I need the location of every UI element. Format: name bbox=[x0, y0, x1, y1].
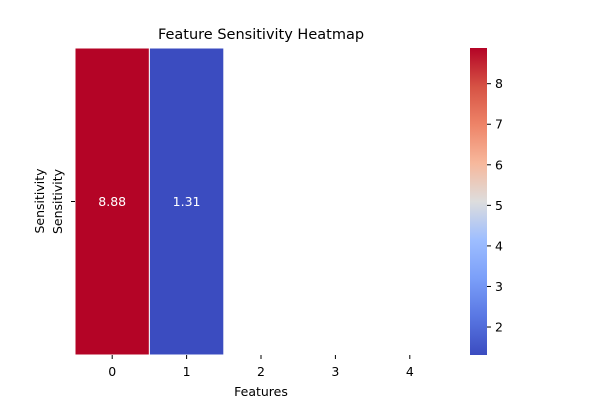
colorbar-tick-label: 8 bbox=[495, 76, 503, 91]
x-axis-ticks: 0 1 2 3 4 bbox=[108, 355, 414, 379]
x-tick-label: 2 bbox=[257, 364, 265, 379]
heatmap-cell-label: 1.31 bbox=[173, 194, 201, 209]
colorbar-tick-label: 6 bbox=[495, 157, 503, 172]
colorbar-tick-label: 7 bbox=[495, 117, 503, 132]
x-tick-label: 1 bbox=[183, 364, 191, 379]
colorbar-tick-label: 5 bbox=[495, 198, 503, 213]
x-tick-label: 0 bbox=[108, 364, 116, 379]
x-axis-label: Features bbox=[234, 384, 288, 399]
heatmap-cell-labels: 8.88 1.31 bbox=[98, 194, 200, 209]
colorbar-ticks: 2 3 4 5 6 7 8 bbox=[487, 76, 503, 335]
y-axis-ticks: Sensitivity bbox=[50, 168, 75, 234]
heatmap-cell bbox=[148, 47, 225, 356]
colorbar-tick-label: 2 bbox=[495, 320, 503, 335]
x-tick-label: 3 bbox=[331, 364, 339, 379]
colorbar-tick-label: 3 bbox=[495, 279, 503, 294]
heatmap-cell-label: 8.88 bbox=[98, 194, 126, 209]
colorbar bbox=[470, 48, 487, 355]
chart-title: Feature Sensitivity Heatmap bbox=[158, 27, 364, 43]
heatmap-cell bbox=[74, 47, 150, 356]
y-tick-label: Sensitivity bbox=[50, 168, 65, 234]
x-tick-label: 4 bbox=[406, 364, 414, 379]
y-axis-label: Sensitivity bbox=[32, 168, 47, 234]
heatmap-cells bbox=[74, 47, 225, 356]
colorbar-tick-label: 4 bbox=[495, 238, 503, 253]
